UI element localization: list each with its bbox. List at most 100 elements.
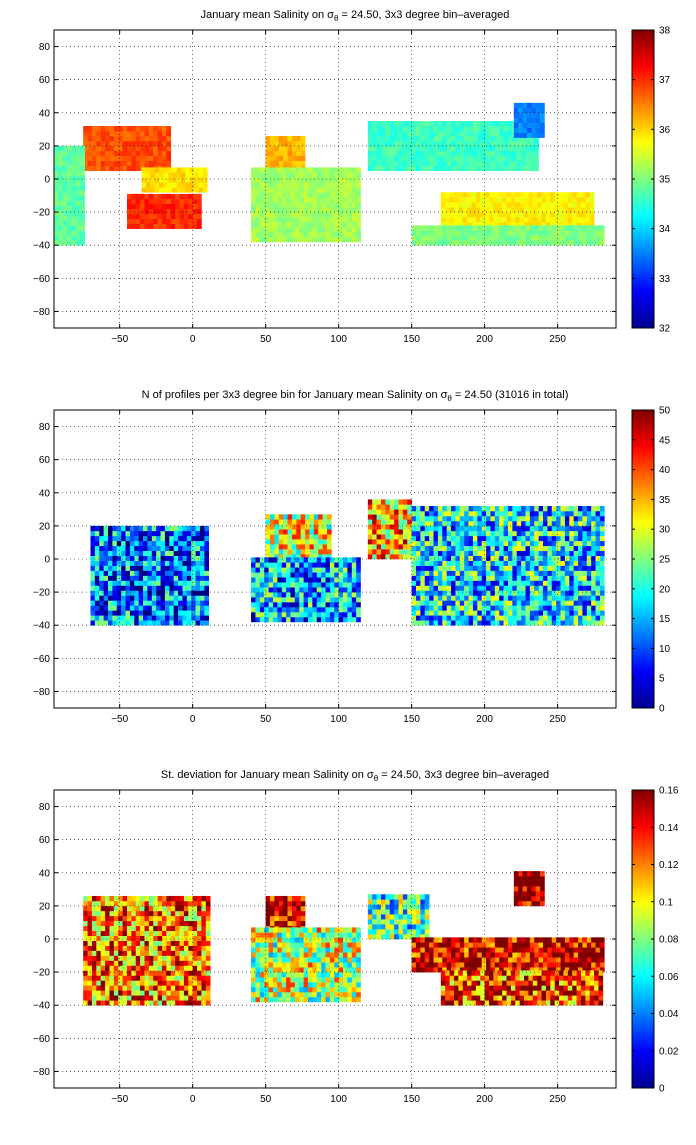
heatmap-cell xyxy=(559,212,564,217)
heatmap-cell xyxy=(499,605,504,610)
heatmap-cell xyxy=(171,1000,176,1005)
heatmap-cell xyxy=(80,230,85,235)
heatmap-cell xyxy=(193,896,198,901)
heatmap-cell xyxy=(178,536,183,541)
heatmap-cell xyxy=(530,521,535,526)
heatmap-cell xyxy=(127,156,132,161)
heatmap-cell xyxy=(547,585,552,590)
heatmap-cell xyxy=(420,156,425,161)
heatmap-cell xyxy=(126,536,131,541)
heatmap-cell xyxy=(266,921,271,926)
heatmap-cell xyxy=(145,161,150,166)
heatmap-cell xyxy=(286,227,291,232)
heatmap-cell xyxy=(399,549,404,554)
heatmap-cell xyxy=(499,161,504,166)
heatmap-cell xyxy=(425,615,430,620)
heatmap-cell xyxy=(438,166,443,171)
heatmap-cell xyxy=(67,205,72,210)
heatmap-cell xyxy=(390,499,395,504)
heatmap-cell xyxy=(326,597,331,602)
heatmap-cell xyxy=(126,556,131,561)
heatmap-cell xyxy=(304,217,309,222)
heatmap-cell xyxy=(269,217,274,222)
heatmap-cell xyxy=(587,581,592,586)
heatmap-cell xyxy=(582,541,587,546)
heatmap-cell xyxy=(184,911,189,916)
heatmap-cell xyxy=(438,541,443,546)
heatmap-cell xyxy=(67,166,72,171)
heatmap-cell xyxy=(165,620,170,625)
heatmap-cell xyxy=(493,207,498,212)
heatmap-cell xyxy=(185,172,190,177)
heatmap-cell xyxy=(131,916,136,921)
heatmap-cell xyxy=(381,126,386,131)
heatmap-cell xyxy=(543,511,548,516)
heatmap-cell xyxy=(499,225,504,230)
heatmap-cell xyxy=(352,232,357,237)
heatmap-cell xyxy=(508,595,513,600)
heatmap-cell xyxy=(385,126,390,131)
heatmap-cell xyxy=(543,240,548,245)
heatmap-cell xyxy=(469,585,474,590)
heatmap-cell xyxy=(334,222,339,227)
heatmap-cell xyxy=(255,562,260,567)
heatmap-cell xyxy=(429,526,434,531)
heatmap-cell xyxy=(193,906,198,911)
heatmap-cell xyxy=(88,990,93,995)
heatmap-cell xyxy=(117,620,122,625)
heatmap-cell xyxy=(326,187,331,192)
heatmap-cell xyxy=(193,921,198,926)
heatmap-cell xyxy=(451,151,456,156)
heatmap-cell xyxy=(447,121,452,126)
heatmap-cell xyxy=(321,582,326,587)
heatmap-cell xyxy=(274,911,279,916)
heatmap-cell xyxy=(165,556,170,561)
heatmap-cell xyxy=(118,161,123,166)
heatmap-cell xyxy=(175,916,180,921)
heatmap-cell xyxy=(101,970,106,975)
heatmap-cell xyxy=(530,610,535,615)
heatmap-cell xyxy=(196,526,201,531)
heatmap-cell xyxy=(547,551,552,556)
heatmap-cell xyxy=(543,605,548,610)
heatmap-cell xyxy=(356,177,361,182)
heatmap-cell xyxy=(295,562,300,567)
heatmap-cell xyxy=(486,136,491,141)
heatmap-cell xyxy=(490,511,495,516)
heatmap-cell xyxy=(326,237,331,242)
heatmap-cell xyxy=(585,202,590,207)
heatmap-cell xyxy=(568,197,573,202)
heatmap-cell xyxy=(591,511,596,516)
heatmap-cell xyxy=(330,567,335,572)
heatmap-cell xyxy=(83,931,88,936)
heatmap-cell xyxy=(524,217,529,222)
heatmap-cell xyxy=(108,526,113,531)
heatmap-cell xyxy=(368,544,373,549)
heatmap-cell xyxy=(486,561,491,566)
heatmap-cell xyxy=(495,166,500,171)
heatmap-cell xyxy=(175,970,180,975)
heatmap-cell xyxy=(482,156,487,161)
heatmap-cell xyxy=(591,571,596,576)
heatmap-cell xyxy=(286,212,291,217)
heatmap-cell xyxy=(193,204,198,209)
heatmap-cell xyxy=(486,576,491,581)
heatmap-cell xyxy=(184,980,189,985)
heatmap-cell xyxy=(412,526,417,531)
heatmap-cell xyxy=(112,615,117,620)
heatmap-cell xyxy=(171,980,176,985)
heatmap-cell xyxy=(508,511,513,516)
heatmap-cell xyxy=(166,194,171,199)
heatmap-cell xyxy=(127,946,132,951)
heatmap-cell xyxy=(495,561,500,566)
heatmap-cell xyxy=(581,192,586,197)
heatmap-cell xyxy=(158,209,163,214)
heatmap-cell xyxy=(533,192,538,197)
heatmap-cell xyxy=(473,610,478,615)
heatmap-cell xyxy=(451,566,456,571)
heatmap-cell xyxy=(282,222,287,227)
heatmap-cell xyxy=(330,582,335,587)
heatmap-cell xyxy=(317,592,322,597)
heatmap-cell xyxy=(143,531,148,536)
heatmap-cell xyxy=(451,126,456,131)
